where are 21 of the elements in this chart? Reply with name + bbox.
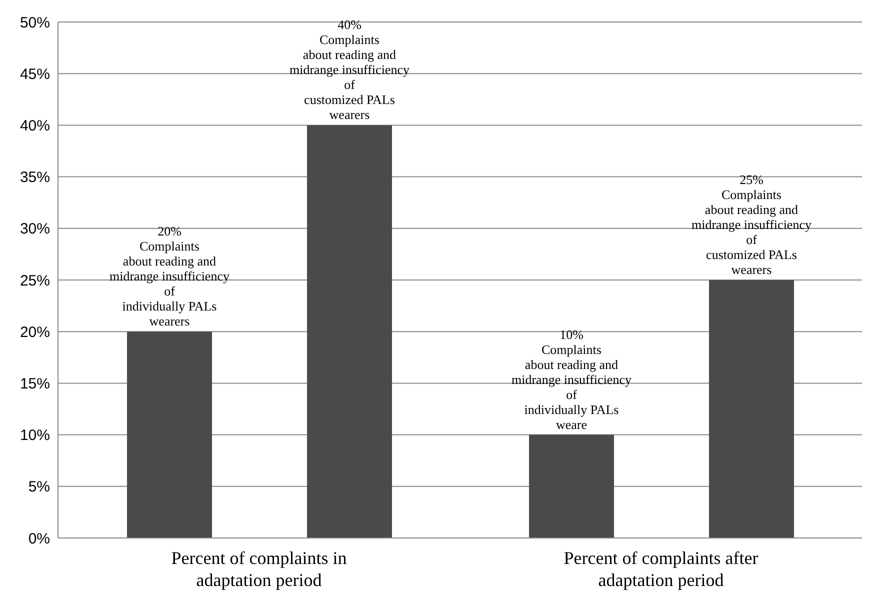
y-tick-label: 35% <box>20 169 50 186</box>
y-tick-label: 5% <box>28 478 50 496</box>
bar <box>709 280 794 538</box>
y-tick-label: 30% <box>20 220 50 238</box>
y-tick-label: 25% <box>20 272 50 290</box>
data-label: 40% Complaints about reading and midrange insufficiency of customized PALs wearers <box>290 17 410 122</box>
bar <box>529 434 614 538</box>
y-tick-label: 20% <box>20 324 50 341</box>
y-tick-label: 15% <box>20 376 50 393</box>
x-tick-label: Percent of complaints after adaptation period <box>564 548 758 590</box>
data-label: 25% Complaints about reading and midrange insufficiency of customized PALs wearers <box>692 172 812 277</box>
y-tick-label: 40% <box>20 118 50 135</box>
data-label: 20% Complaints about reading and midrange insufficiency of individually PALs wearers <box>110 224 230 329</box>
bar <box>307 125 392 538</box>
bar <box>127 332 212 538</box>
y-tick-label: 0% <box>28 530 50 548</box>
x-tick-label: Percent of complaints in adaptation period <box>171 548 347 590</box>
y-tick-label: 10% <box>20 427 50 444</box>
y-tick-label: 50% <box>20 14 50 32</box>
y-tick-label: 45% <box>20 66 50 83</box>
data-label: 10% Complaints about reading and midrange insufficiency of individually PALs weare <box>512 326 632 432</box>
